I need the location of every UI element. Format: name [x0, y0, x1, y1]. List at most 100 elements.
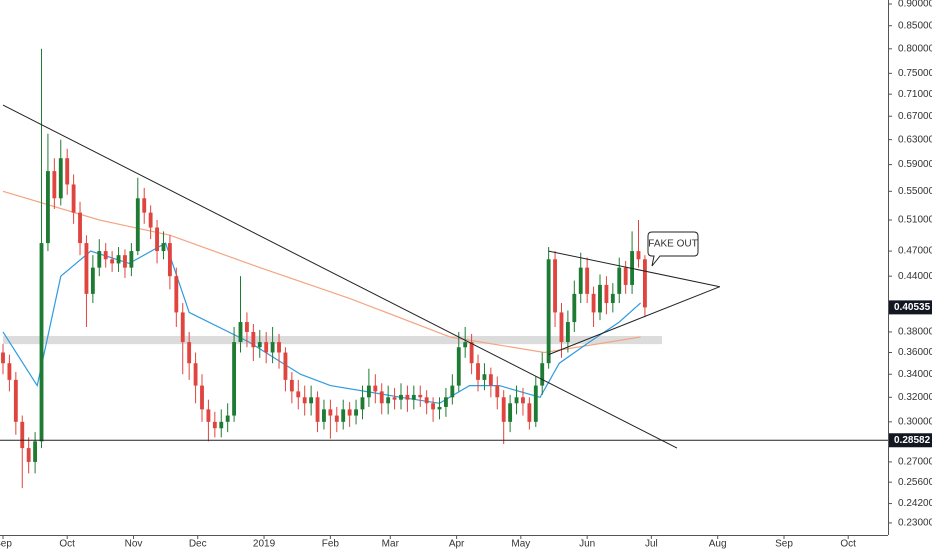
candle-body: [476, 363, 480, 380]
y-tick-label: 0.25600: [898, 477, 932, 488]
candle-body: [13, 379, 18, 422]
candle-body: [90, 267, 95, 294]
y-tick-label: 0.67000: [898, 111, 932, 122]
candle-body: [617, 267, 622, 294]
candle-body: [206, 409, 211, 422]
candle-body: [46, 171, 50, 244]
candle-body: [142, 198, 147, 213]
x-tick-label: Nov: [125, 539, 143, 550]
trendline: [548, 250, 720, 288]
x-tick-label: 2019: [253, 539, 276, 550]
candle-body: [411, 394, 416, 400]
candle-body: [514, 397, 519, 404]
candle-body: [65, 158, 70, 185]
candle-body: [187, 342, 192, 364]
candle-body: [212, 421, 217, 429]
candle-body: [334, 415, 339, 422]
candle-body: [148, 212, 153, 228]
candle-body: [174, 276, 179, 313]
annotation-text: FAKE OUT: [648, 239, 697, 250]
x-tick-label: Jul: [645, 539, 658, 550]
candle-body: [84, 243, 89, 294]
candle-body: [456, 347, 461, 386]
candle-body: [341, 409, 346, 422]
candle-body: [418, 394, 423, 398]
candle-body: [444, 397, 448, 407]
candle-body: [26, 448, 31, 462]
y-tick-label: 0.44000: [898, 271, 932, 282]
support-zone: [2, 335, 663, 345]
candle-body: [155, 227, 159, 252]
candle-body: [604, 284, 609, 304]
x-tick-label: Sep: [775, 539, 793, 550]
x-tick-label: Jun: [579, 539, 595, 550]
y-tick-label: 0.51000: [898, 215, 932, 226]
candle-body: [103, 251, 108, 260]
candle-body: [495, 385, 500, 398]
candle-body: [315, 397, 320, 422]
y-tick-label: 0.47000: [898, 246, 932, 257]
candle-body: [533, 385, 538, 422]
y-tick-label: 0.36000: [898, 347, 932, 358]
candle-body: [610, 293, 615, 304]
candle-body: [463, 342, 468, 348]
candle-body: [386, 397, 391, 404]
y-tick-label: 0.59000: [898, 159, 932, 170]
candle-body: [546, 259, 551, 364]
x-tick-label: May: [511, 539, 530, 550]
candle-body: [553, 259, 557, 313]
y-tick-label: 0.34000: [898, 369, 932, 380]
candle-body: [623, 267, 628, 285]
candle-body: [636, 251, 641, 260]
candle-body: [289, 379, 294, 392]
last-price-label: 0.40535: [894, 302, 931, 313]
candle-body: [585, 267, 590, 294]
candle-body: [219, 421, 224, 429]
candle-body: [578, 267, 583, 294]
candle-body: [270, 342, 275, 353]
candle-body: [405, 394, 410, 400]
candle-body: [129, 251, 134, 268]
candle-body: [52, 171, 57, 199]
trendline: [548, 286, 720, 356]
y-tick-label: 0.55000: [898, 186, 932, 197]
candle-body: [360, 397, 365, 410]
candle-body: [366, 385, 371, 398]
candle-body: [245, 322, 249, 332]
candle-body: [193, 363, 198, 386]
candle-body: [58, 158, 63, 199]
candle-body: [200, 385, 204, 410]
candle-body: [1, 352, 5, 364]
candle-body: [33, 441, 38, 462]
x-tick-label: Sep: [0, 539, 12, 550]
candle-body: [431, 403, 436, 410]
candle-body: [110, 259, 115, 264]
candle-body: [521, 397, 525, 404]
candle-body: [296, 391, 301, 398]
y-tick-label: 0.24200: [898, 498, 932, 509]
candle-body: [180, 312, 185, 343]
x-tick-label: Aug: [709, 539, 727, 550]
moving-average: [2, 242, 641, 404]
candle-body: [116, 255, 121, 264]
candle-body: [559, 312, 564, 343]
y-tick-label: 0.27000: [898, 457, 932, 468]
candle-body: [379, 391, 384, 404]
candle-body: [469, 342, 474, 364]
candle-body: [277, 342, 281, 353]
candle-body: [591, 293, 596, 313]
last-price-box: [889, 300, 932, 315]
callout: FAKE OUT: [647, 231, 699, 267]
candle-body: [123, 255, 127, 268]
y-tick-label: 0.85000: [898, 20, 932, 31]
callout-box: [647, 231, 699, 267]
candle-body: [302, 397, 307, 404]
candle-body: [232, 342, 237, 416]
candle-body: [135, 198, 140, 252]
y-tick-label: 0.75000: [898, 68, 932, 79]
candle-body: [565, 322, 570, 343]
candle-body: [424, 397, 429, 404]
candle-body: [642, 259, 647, 308]
candle-body: [309, 397, 314, 404]
candle-body: [501, 397, 506, 422]
